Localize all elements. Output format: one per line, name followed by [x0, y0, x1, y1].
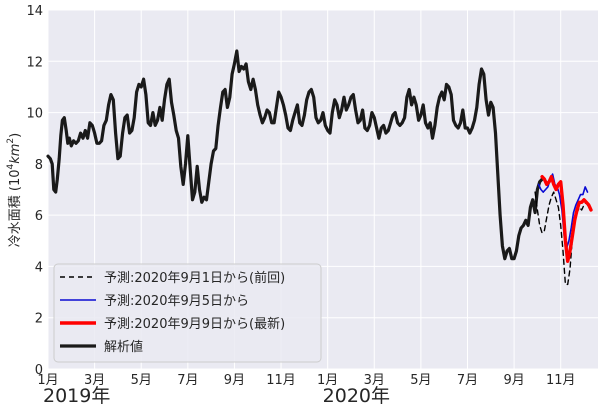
y-axis-label-unit: km: [8, 144, 23, 164]
x-tick-label: 1月: [317, 373, 338, 388]
y-tick-label: 8: [35, 158, 43, 173]
legend-label-latest: 予測:2020年9月9日から(最新): [104, 316, 285, 332]
y-tick-label: 0: [35, 363, 43, 378]
y-tick-label: 6: [35, 209, 43, 224]
year-labels: 2019年 2020年: [43, 385, 390, 406]
x-tick-label: 5月: [131, 373, 152, 388]
series-layer: [46, 49, 593, 286]
series-line-1: [534, 191, 590, 286]
y-tick-label: 2: [35, 312, 43, 327]
y-axis-label-prefix: 冷水面積 (10: [8, 170, 23, 248]
legend-label-analysis: 解析値: [104, 339, 143, 355]
legend-label-sep5: 予測:2020年9月5日から: [104, 294, 249, 309]
series-line-3: [540, 175, 593, 263]
x-tick-label: 3月: [84, 373, 105, 388]
x-tick-label: 11月: [546, 373, 576, 388]
x-axis-ticks: 1月 3月 5月 7月 9月 11月 1月 3月 5月 7月 9月 11月: [37, 373, 575, 388]
y-tick-label: 4: [35, 260, 43, 275]
y-axis-ticks: 0 2 4 6 8 10 12 14: [26, 4, 43, 378]
x-tick-label: 5月: [410, 373, 431, 388]
x-tick-label: 11月: [266, 373, 296, 388]
y-tick-label: 14: [26, 4, 43, 19]
legend-label-previous: 予測:2020年9月1日から(前回): [104, 270, 285, 286]
x-tick-label: 1月: [37, 373, 58, 388]
x-tick-label: 7月: [457, 373, 478, 388]
y-axis-label-exponent-2: 2: [6, 138, 16, 144]
y-tick-label: 10: [26, 107, 43, 122]
x-tick-label: 3月: [364, 373, 385, 388]
x-tick-label: 7月: [177, 373, 198, 388]
x-tick-label: 9月: [224, 373, 245, 388]
legend: 予測:2020年9月1日から(前回) 予測:2020年9月5日から 予測:202…: [53, 263, 322, 363]
y-axis-label-suffix: ): [8, 133, 23, 138]
year-label: 2020年: [323, 385, 390, 406]
series-line-0: [46, 49, 544, 261]
legend-box: [53, 263, 322, 363]
year-label: 2019年: [43, 385, 110, 406]
y-tick-label: 12: [26, 55, 43, 70]
y-axis-label: 冷水面積 (104km2): [6, 133, 23, 248]
x-tick-label: 9月: [503, 373, 524, 388]
y-axis-label-exponent-1: 4: [6, 164, 16, 170]
